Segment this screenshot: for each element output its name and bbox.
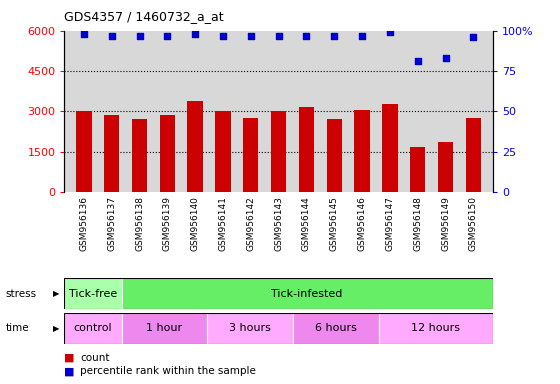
- Text: GSM956149: GSM956149: [441, 196, 450, 251]
- Point: [135, 33, 144, 39]
- Bar: [354, 110, 370, 192]
- Text: GSM956140: GSM956140: [190, 196, 200, 251]
- Text: 12 hours: 12 hours: [411, 323, 460, 333]
- Text: Tick-infested: Tick-infested: [272, 289, 343, 299]
- Bar: [122, 313, 207, 344]
- Point: [469, 34, 478, 40]
- Text: Tick-free: Tick-free: [69, 289, 117, 299]
- Text: count: count: [80, 353, 110, 363]
- Text: GDS4357 / 1460732_a_at: GDS4357 / 1460732_a_at: [64, 10, 224, 23]
- Bar: [104, 115, 119, 192]
- Text: GSM956148: GSM956148: [413, 196, 422, 251]
- Bar: [122, 278, 493, 309]
- Text: GSM956138: GSM956138: [135, 196, 144, 251]
- Bar: [299, 106, 314, 192]
- Text: time: time: [6, 323, 29, 333]
- Text: percentile rank within the sample: percentile rank within the sample: [80, 366, 256, 376]
- Point: [190, 31, 199, 37]
- Point: [80, 31, 88, 37]
- Text: ▶: ▶: [53, 324, 60, 333]
- Text: 1 hour: 1 hour: [146, 323, 183, 333]
- Bar: [215, 111, 231, 192]
- Text: GSM956139: GSM956139: [163, 196, 172, 251]
- Text: GSM956150: GSM956150: [469, 196, 478, 251]
- Text: GSM956143: GSM956143: [274, 196, 283, 251]
- Point: [302, 33, 311, 39]
- Bar: [132, 119, 147, 192]
- Bar: [76, 111, 91, 192]
- Text: GSM956141: GSM956141: [218, 196, 227, 251]
- Text: GSM956147: GSM956147: [385, 196, 394, 251]
- Bar: [207, 313, 293, 344]
- Text: GSM956145: GSM956145: [330, 196, 339, 251]
- Point: [441, 55, 450, 61]
- Text: ■: ■: [64, 353, 75, 363]
- Point: [218, 33, 227, 39]
- Point: [107, 33, 116, 39]
- Point: [385, 29, 394, 35]
- Text: control: control: [74, 323, 112, 333]
- Bar: [271, 111, 286, 192]
- Text: GSM956142: GSM956142: [246, 196, 255, 251]
- Point: [163, 33, 172, 39]
- Text: ▶: ▶: [53, 289, 60, 298]
- Text: 3 hours: 3 hours: [229, 323, 271, 333]
- Bar: [438, 142, 453, 192]
- Bar: [466, 118, 481, 192]
- Bar: [188, 101, 203, 192]
- Bar: [243, 118, 258, 192]
- Bar: [379, 313, 493, 344]
- Bar: [64, 278, 122, 309]
- Text: GSM956137: GSM956137: [107, 196, 116, 251]
- Point: [246, 33, 255, 39]
- Bar: [326, 119, 342, 192]
- Bar: [382, 104, 398, 192]
- Point: [274, 33, 283, 39]
- Text: stress: stress: [6, 289, 37, 299]
- Point: [413, 58, 422, 65]
- Bar: [64, 313, 122, 344]
- Text: GSM956144: GSM956144: [302, 196, 311, 251]
- Bar: [410, 147, 426, 192]
- Text: ■: ■: [64, 366, 75, 376]
- Bar: [160, 115, 175, 192]
- Point: [330, 33, 339, 39]
- Point: [358, 33, 367, 39]
- Bar: [293, 313, 379, 344]
- Text: GSM956136: GSM956136: [80, 196, 88, 251]
- Text: GSM956146: GSM956146: [357, 196, 367, 251]
- Text: 6 hours: 6 hours: [315, 323, 357, 333]
